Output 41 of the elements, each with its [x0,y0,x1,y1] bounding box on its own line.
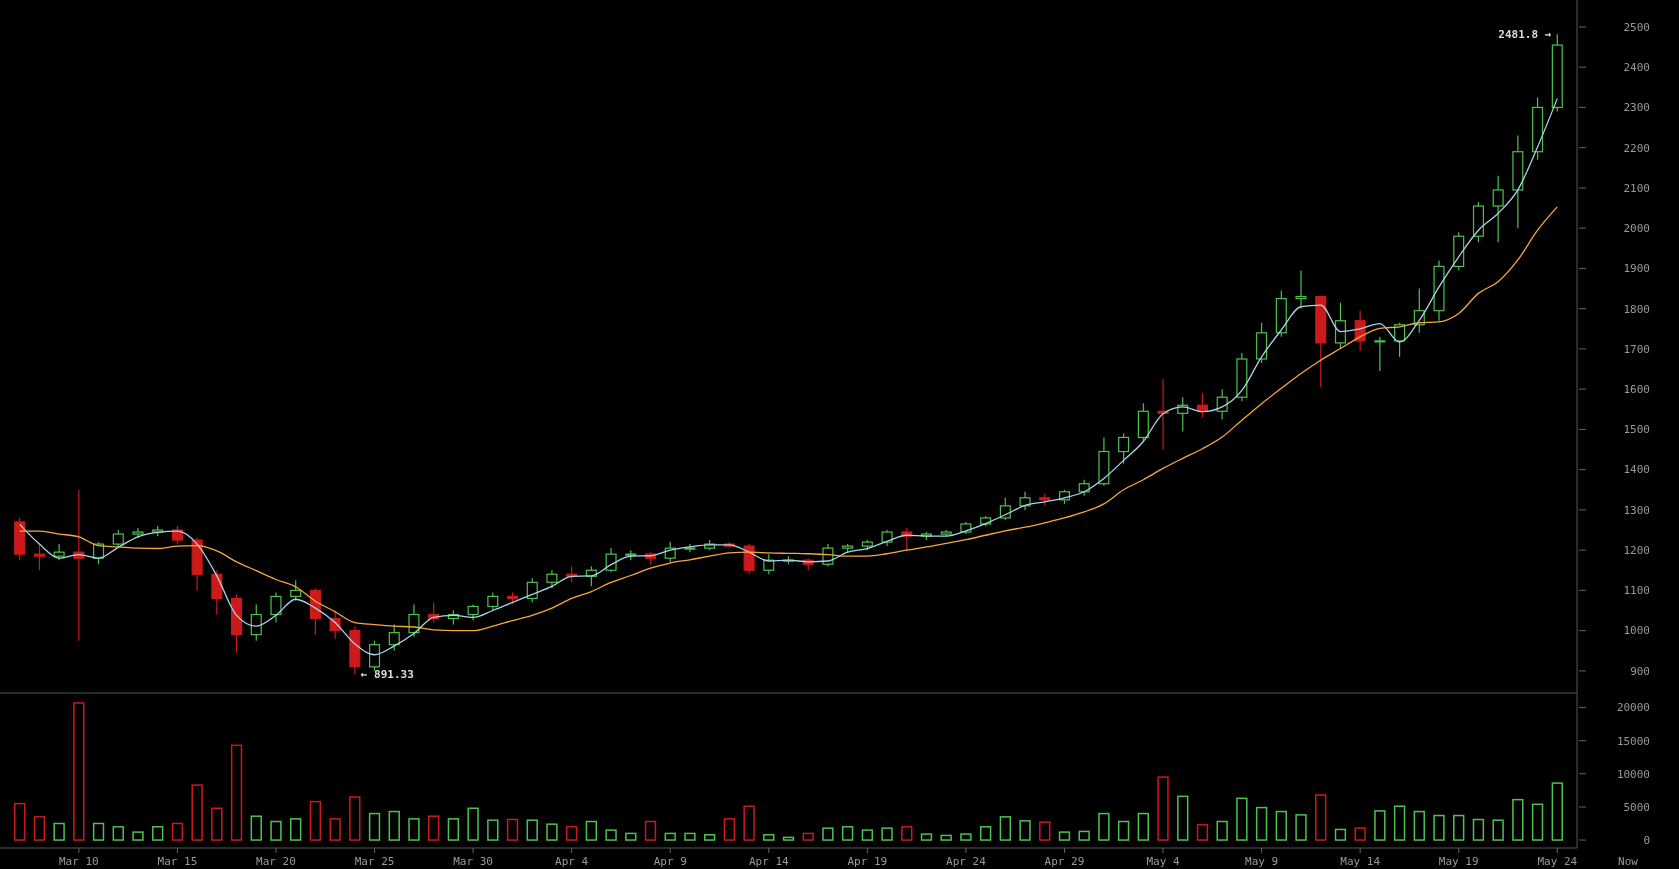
y-tick-label: 1100 [1623,584,1650,598]
text: Now [1618,855,1639,868]
y-tick-label: 2400 [1623,61,1650,75]
y-tick-label: 10000 [1616,767,1650,781]
y-tick-label: 5000 [1623,800,1650,814]
y-tick-label: 1600 [1623,383,1650,397]
y-tick-label: 2500 [1623,20,1650,34]
y-tick-label: 1200 [1623,543,1650,557]
y-tick-label: 2100 [1623,181,1650,195]
y-tick-label: 1400 [1623,463,1650,477]
y-tick-label: 15000 [1616,734,1650,748]
annotation: 2481.8 → [1498,28,1552,42]
x-tick-label: Apr 9 [653,855,687,868]
x-tick-label: May 24 [1537,855,1578,868]
x-tick-label: Apr 29 [1044,855,1085,868]
x-tick-label: May 14 [1340,855,1381,868]
y-tick-label: 2200 [1623,141,1650,155]
y-tick-label: 1300 [1623,503,1650,517]
x-tick-label: Mar 20 [256,855,296,868]
y-tick-label: 1500 [1623,423,1650,437]
x-tick-label: May 9 [1245,855,1279,868]
y-tick-label: 1800 [1623,302,1650,316]
x-tick-label: Mar 15 [157,855,198,868]
x-tick-label: Apr 14 [748,855,790,868]
y-tick-label: 1000 [1623,624,1650,638]
x-tick-label: Mar 30 [453,855,493,868]
x-tick-label: Apr 4 [555,855,589,868]
x-tick-label: May 4 [1146,855,1180,868]
x-tick-label: Mar 25 [354,855,395,868]
x-tick-label: Mar 10 [58,855,99,868]
x-tick-label: Apr 19 [847,855,888,868]
x-tick-label: May 19 [1438,855,1479,868]
y-tick-label: 900 [1630,664,1650,678]
y-tick-label: 2300 [1623,101,1650,115]
annotation: ← 891.33 [360,668,414,682]
y-tick-label: 20000 [1616,701,1650,715]
y-tick-label: 2000 [1623,222,1650,236]
y-tick-label: 1700 [1623,342,1650,356]
y-tick-label: 0 [1643,833,1650,847]
y-tick-label: 1900 [1623,262,1650,276]
x-tick-label: Apr 24 [946,855,987,868]
